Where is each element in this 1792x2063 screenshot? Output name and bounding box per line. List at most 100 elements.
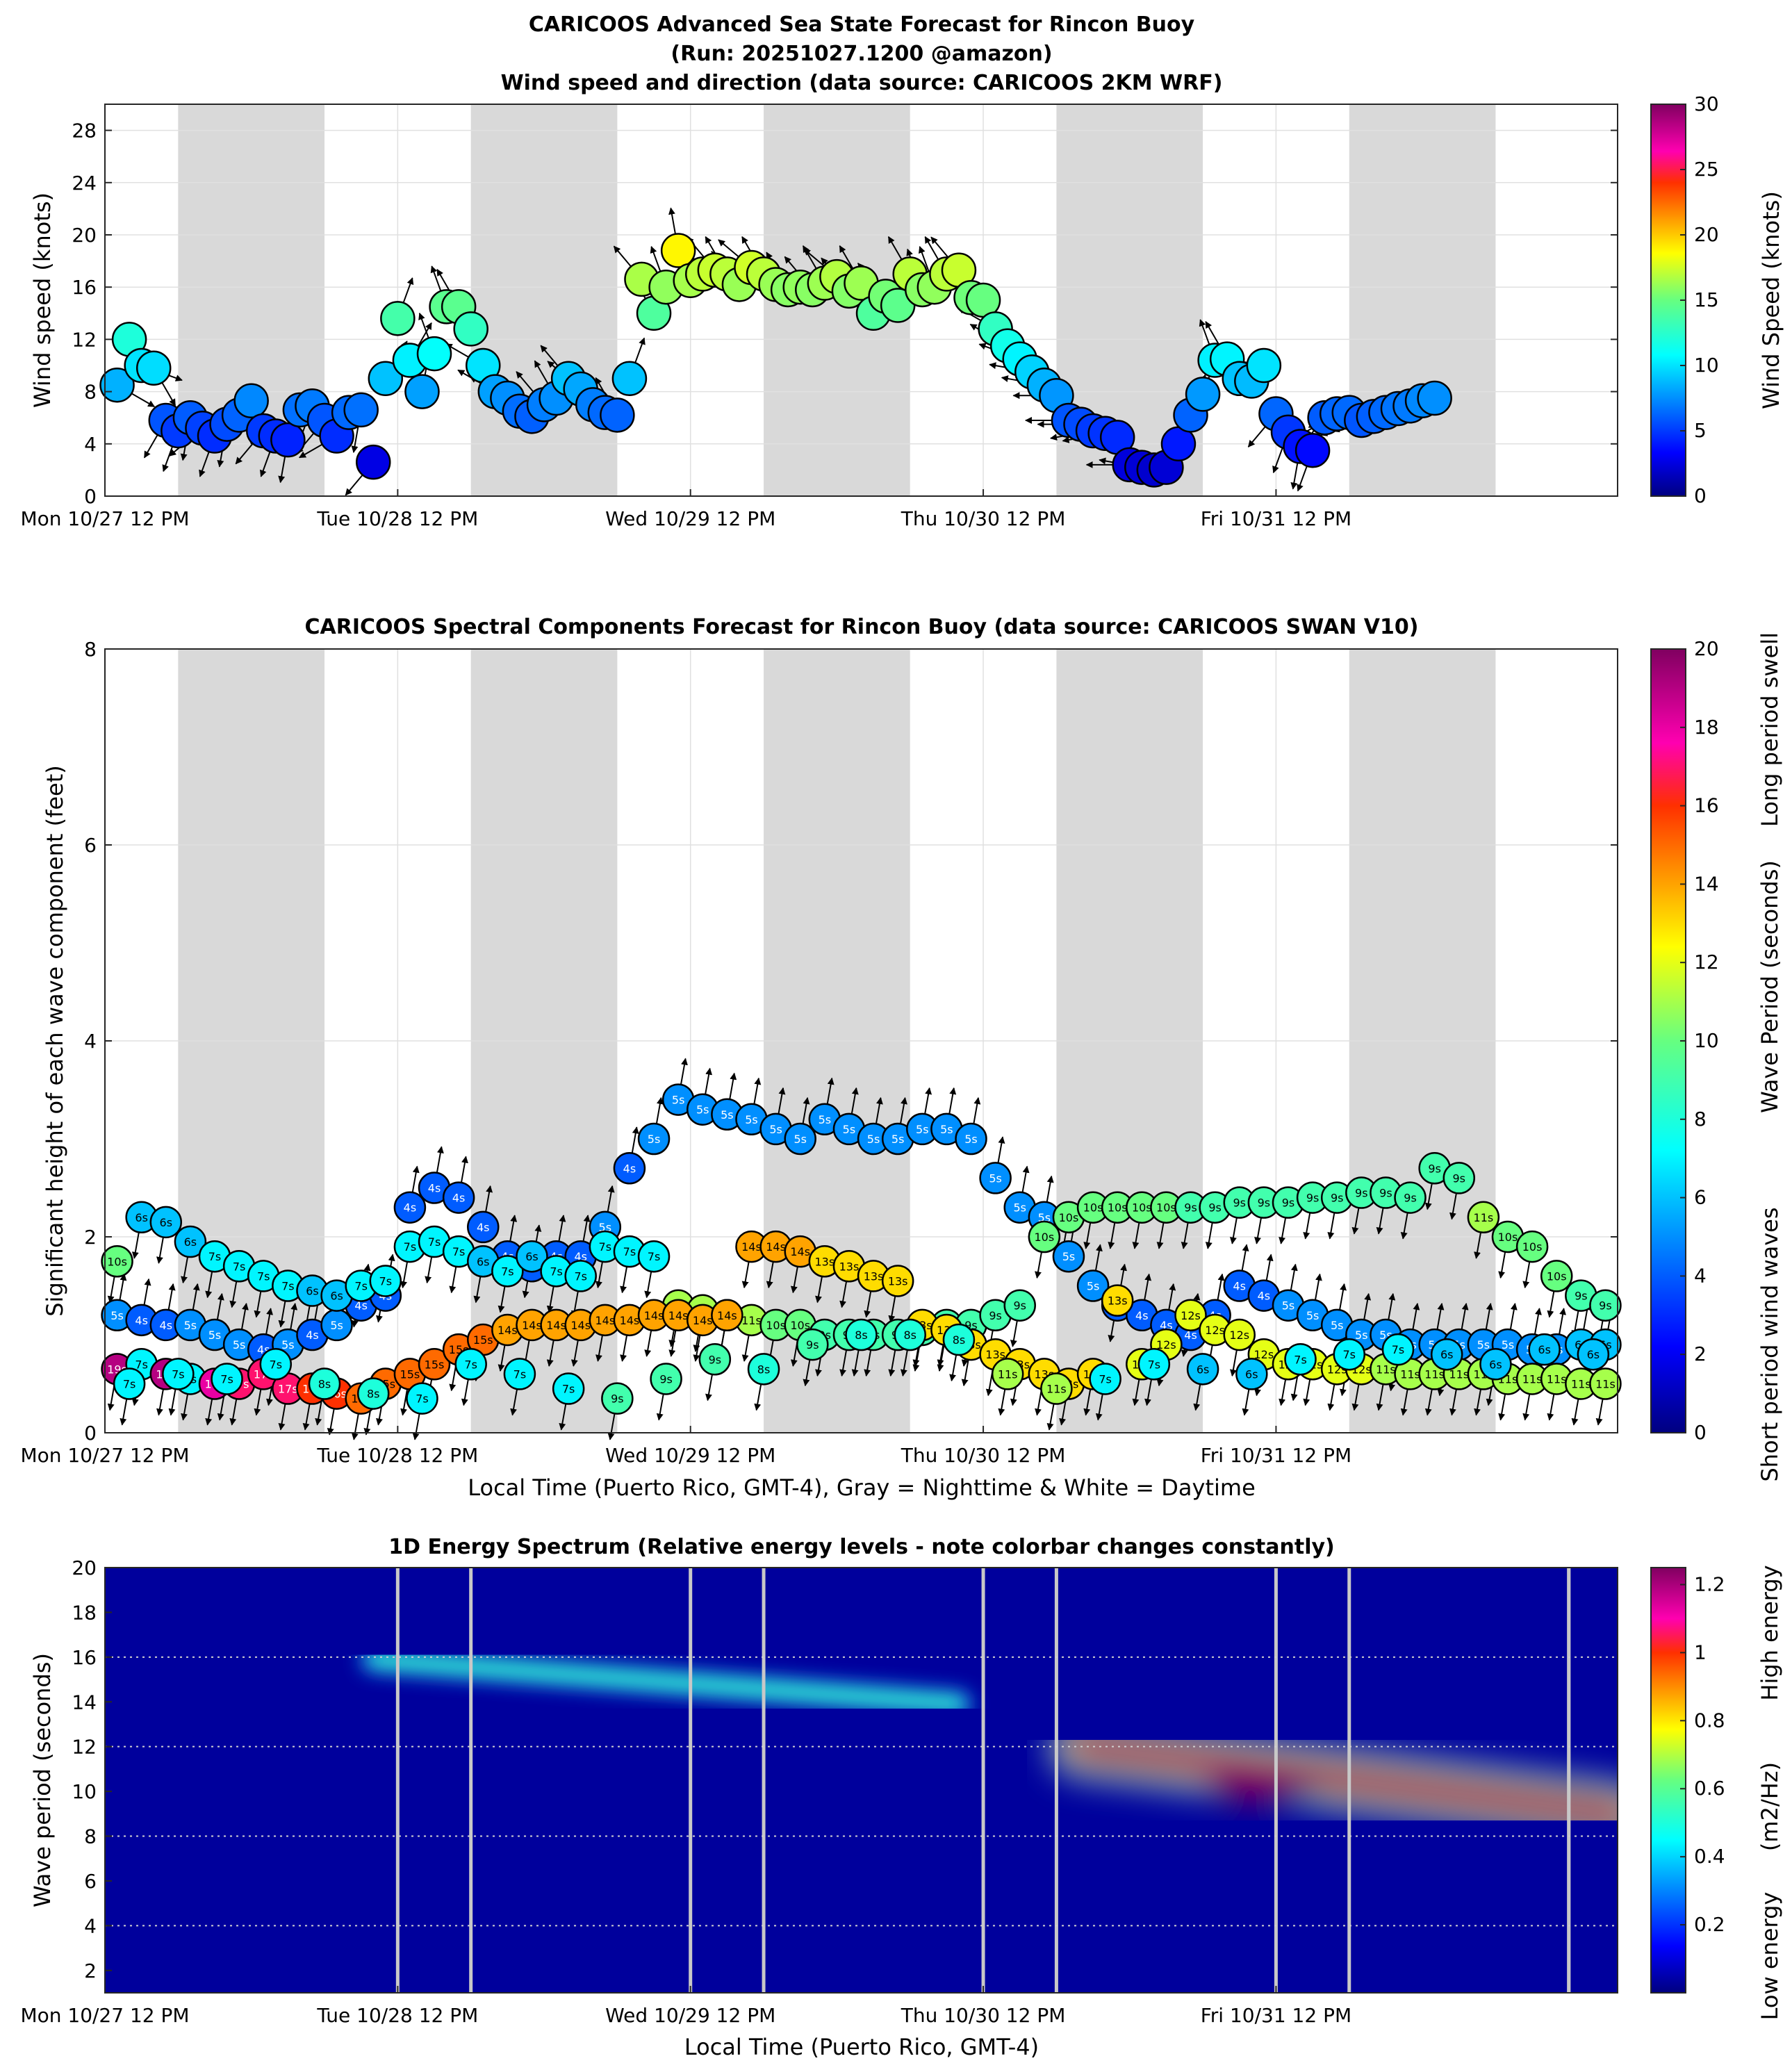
wave-period-label: 9s xyxy=(989,1309,1002,1322)
wave-component-marker xyxy=(503,1358,536,1390)
components-x-axis-label: Local Time (Puerto Rico, GMT-4), Gray = … xyxy=(468,1474,1256,1501)
wave-component-marker xyxy=(894,1318,926,1351)
wind-speed-marker xyxy=(135,350,172,386)
wave-period-label: 10s xyxy=(1156,1201,1176,1215)
wave-period-label: 7s xyxy=(270,1358,283,1371)
spectrum-x-tick-label: Mon 10/27 12 PM xyxy=(20,2004,189,2027)
wave-period-label: 10s xyxy=(1083,1201,1103,1215)
wave-period-label: 5s xyxy=(1282,1299,1295,1313)
components-colorbar-tick-label: 10 xyxy=(1694,1029,1719,1052)
wave-period-label: 10s xyxy=(107,1255,127,1268)
wave-component-marker xyxy=(698,1343,732,1376)
components-x-tick-label: Wed 10/29 12 PM xyxy=(605,1444,775,1467)
wave-period-label: 5s xyxy=(964,1133,978,1146)
components-colorbar-tick-label: 18 xyxy=(1694,716,1719,739)
figure-title-line2: (Run: 20251027.1200 @amazon) xyxy=(671,42,1052,66)
wave-period-label: 4s xyxy=(1233,1280,1246,1293)
wave-component-marker xyxy=(637,1240,671,1273)
components-y-tick-label: 2 xyxy=(84,1226,97,1249)
wave-period-label: 11s xyxy=(1376,1363,1396,1376)
wave-period-label: 8s xyxy=(953,1333,966,1347)
wave-period-label: 11s xyxy=(1046,1383,1067,1396)
wave-component-marker xyxy=(1174,1299,1207,1332)
spectrum-x-tick-label: Fri 10/31 12 PM xyxy=(1201,2004,1351,2027)
wave-component-marker xyxy=(1333,1338,1366,1371)
wave-period-label: 11s xyxy=(1522,1372,1543,1386)
wave-period-label: 4s xyxy=(160,1319,173,1332)
energy-spectrum-panel: 1D Energy Spectrum (Relative energy leve… xyxy=(20,1535,1783,2060)
wave-period-label: 5s xyxy=(867,1133,880,1146)
wave-component-marker xyxy=(1528,1333,1561,1366)
wave-period-label: 11s xyxy=(741,1314,762,1327)
wind-speed-marker xyxy=(233,383,269,419)
wave-period-label: 7s xyxy=(599,1240,612,1254)
wave-period-label: 5s xyxy=(1502,1338,1515,1351)
wave-period-label: 4s xyxy=(354,1299,368,1313)
components-colorbar-tick-label: 8 xyxy=(1694,1108,1707,1131)
wave-period-label: 5s xyxy=(916,1123,929,1136)
wave-component-marker xyxy=(1442,1162,1476,1194)
wave-period-label: 14s xyxy=(693,1314,713,1327)
wind-colorbar-tick-label: 20 xyxy=(1694,223,1719,246)
wave-period-label: 12s xyxy=(1156,1338,1176,1351)
wave-component-marker xyxy=(1040,1372,1073,1405)
wave-component-marker xyxy=(516,1240,548,1273)
wave-period-label: 9s xyxy=(659,1372,673,1386)
wave-period-label: 13s xyxy=(888,1274,908,1288)
wave-component-marker xyxy=(845,1318,878,1351)
components-chart-title: CARICOOS Spectral Components Forecast fo… xyxy=(305,615,1419,639)
wind-speed-marker xyxy=(1246,347,1282,384)
wave-period-label: 4s xyxy=(1258,1290,1271,1303)
wind-panel: Wind speed and direction (data source: C… xyxy=(20,71,1784,530)
spectrum-colorbar-top-label: High energy xyxy=(1757,1565,1783,1700)
wave-period-label: 9s xyxy=(709,1353,722,1366)
wind-y-tick-label: 16 xyxy=(72,276,97,299)
wind-speed-marker xyxy=(355,444,391,480)
wave-component-marker xyxy=(796,1328,829,1361)
wave-period-label: 7s xyxy=(1099,1372,1112,1386)
wave-period-label: 5s xyxy=(648,1133,661,1146)
wave-component-marker xyxy=(1003,1289,1036,1322)
wave-period-label: 5s xyxy=(1331,1319,1344,1332)
wind-y-axis-label: Wind speed (knots) xyxy=(29,192,56,408)
spectrum-y-tick-label: 12 xyxy=(72,1736,97,1759)
spectrum-colorbar-bottom-label: Low energy xyxy=(1757,1892,1783,2021)
wave-period-label: 12s xyxy=(1181,1309,1201,1322)
wave-component-marker xyxy=(418,1348,451,1381)
wind-colorbar-tick-label: 30 xyxy=(1694,92,1719,115)
wave-component-marker xyxy=(711,1299,743,1332)
wave-period-label: 11s xyxy=(1571,1378,1591,1391)
wave-period-label: 4s xyxy=(477,1221,490,1234)
wave-period-label: 7s xyxy=(172,1367,185,1381)
wave-period-label: 7s xyxy=(354,1280,368,1293)
components-colorbar-top-label: Long period swell xyxy=(1757,632,1783,827)
wave-period-label: 4s xyxy=(574,1250,587,1263)
wave-period-label: 11s xyxy=(1424,1367,1445,1381)
wave-period-label: 10s xyxy=(1522,1240,1543,1254)
wave-period-label: 13s xyxy=(864,1269,884,1283)
wave-period-label: 7s xyxy=(562,1383,575,1396)
wave-period-label: 8s xyxy=(855,1329,868,1342)
components-y-tick-label: 8 xyxy=(84,638,97,661)
wave-period-label: 9s xyxy=(1404,1192,1417,1205)
components-x-tick-label: Fri 10/31 12 PM xyxy=(1201,1444,1351,1467)
wave-component-marker xyxy=(393,1191,427,1224)
wave-component-marker xyxy=(747,1353,780,1386)
wave-period-label: 5s xyxy=(819,1113,832,1126)
wave-component-marker xyxy=(552,1372,585,1405)
wave-period-label: 6s xyxy=(525,1250,539,1263)
wave-component-marker xyxy=(406,1382,438,1415)
wave-period-label: 9s xyxy=(1355,1187,1368,1200)
wind-plot-frame xyxy=(104,104,1618,497)
wave-period-label: 7s xyxy=(464,1358,477,1371)
wave-period-label: 6s xyxy=(135,1211,148,1224)
wave-period-label: 7s xyxy=(550,1265,563,1278)
wave-period-label: 4s xyxy=(135,1314,148,1327)
wave-component-marker xyxy=(162,1358,195,1390)
wave-period-label: 8s xyxy=(757,1363,771,1376)
wind-speed-marker xyxy=(600,397,635,433)
wind-y-tick-label: 4 xyxy=(84,433,97,456)
wave-component-marker xyxy=(1235,1358,1268,1390)
wave-period-label: 8s xyxy=(318,1378,331,1391)
spectrum-colorbar-tick-label: 1 xyxy=(1694,1641,1707,1663)
